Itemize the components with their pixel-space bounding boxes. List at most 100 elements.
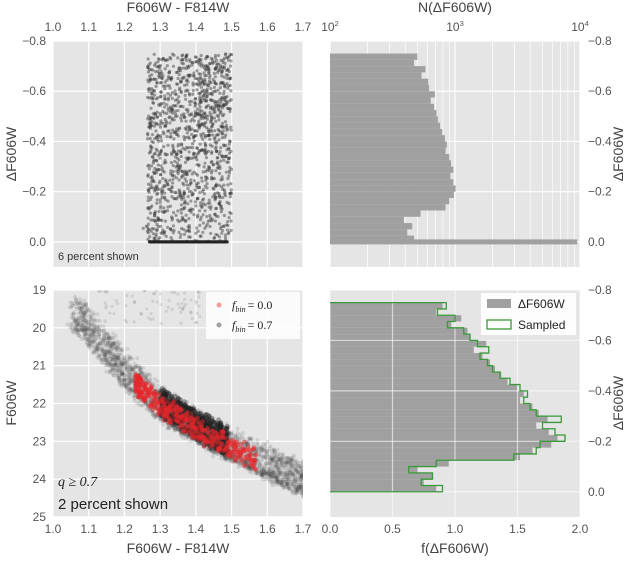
data-point-faint: [140, 313, 143, 316]
x-tick-label: 103: [446, 19, 464, 34]
data-point: [229, 84, 232, 87]
data-point: [164, 81, 167, 84]
data-point: [150, 204, 153, 207]
data-point: [210, 171, 213, 174]
data-point-fbin-0.7: [116, 363, 120, 367]
data-point-fbin-0.7: [105, 363, 109, 367]
data-point: [156, 198, 159, 201]
data-point: [209, 92, 212, 95]
data-point: [192, 135, 195, 138]
data-point-faint: [111, 305, 114, 308]
data-point-fbin-0.7: [276, 452, 280, 456]
data-point-fbin-0.7: [305, 489, 309, 493]
data-point: [148, 96, 151, 99]
data-point: [152, 117, 155, 120]
data-point: [192, 213, 195, 216]
data-point: [209, 119, 212, 122]
data-point: [218, 104, 221, 107]
data-point-fbin-0.7: [293, 459, 297, 463]
data-point-fbin-0.7: [295, 463, 299, 467]
data-point: [185, 171, 188, 174]
data-point: [228, 110, 231, 113]
data-point: [153, 112, 156, 115]
bar: [330, 173, 450, 179]
data-point-fbin-0.7: [80, 306, 84, 310]
data-point-fbin-0.7: [135, 356, 139, 360]
data-point-faint: [180, 302, 183, 305]
data-point-fbin-0.7: [255, 442, 259, 446]
data-point: [157, 163, 160, 166]
bar-spike: [330, 239, 577, 244]
data-point: [217, 192, 220, 195]
data-point: [221, 122, 224, 125]
data-point: [161, 177, 164, 180]
data-point: [201, 80, 204, 83]
data-point: [169, 78, 172, 81]
data-point: [204, 179, 207, 182]
data-point: [230, 192, 233, 195]
data-point: [190, 133, 193, 136]
data-point-fbin-0.7: [225, 426, 230, 431]
data-point: [162, 206, 165, 209]
data-point: [200, 97, 203, 100]
x-tick-label: 1.2: [116, 522, 133, 536]
data-point: [223, 214, 226, 217]
data-point: [210, 205, 213, 208]
data-point: [175, 197, 178, 200]
data-point: [148, 191, 151, 194]
data-point: [205, 64, 208, 67]
data-point: [229, 64, 232, 67]
data-point: [203, 162, 206, 165]
data-point: [226, 183, 229, 186]
data-point-fbin-0.7: [276, 448, 280, 452]
data-point-fbin-0.7: [307, 494, 311, 498]
x-axis-label: N(ΔF606W): [418, 0, 492, 15]
data-point: [214, 54, 217, 57]
data-point: [171, 181, 174, 184]
data-point: [227, 58, 230, 61]
data-point: [211, 134, 214, 137]
data-point-faint: [191, 317, 194, 320]
data-point: [164, 178, 167, 181]
data-point: [229, 89, 232, 92]
data-point-faint: [176, 303, 179, 306]
data-point: [177, 231, 180, 234]
data-point: [213, 192, 216, 195]
data-point-fbin-0.7: [78, 297, 82, 301]
data-point-fbin-0.7: [79, 311, 83, 315]
data-point: [195, 146, 198, 149]
data-point-fbin-0.7: [161, 423, 165, 427]
data-point: [151, 101, 154, 104]
data-point: [210, 81, 213, 84]
data-point: [214, 219, 217, 222]
data-point-fbin-0.7: [304, 491, 308, 495]
data-point: [180, 91, 183, 94]
data-point: [211, 163, 214, 166]
bar: [330, 217, 404, 223]
data-point: [162, 211, 165, 214]
x-tick-label: 1.6: [259, 20, 276, 34]
data-point-faint: [99, 290, 102, 293]
data-point: [179, 81, 182, 84]
data-point-fbin-0.7: [98, 319, 102, 323]
data-point-faint: [133, 320, 136, 323]
x-tick-label: 1.7: [295, 522, 312, 536]
data-point: [219, 160, 222, 163]
tick-exponent: 4: [585, 19, 589, 28]
data-point: [178, 66, 181, 69]
tick-base: 10: [571, 20, 585, 34]
data-point: [202, 221, 205, 224]
data-point: [227, 174, 230, 177]
data-point: [224, 155, 227, 158]
data-point-fbin-0.7: [305, 490, 309, 494]
data-point: [176, 98, 179, 101]
data-point: [204, 121, 207, 124]
x-axis-label: F606W - F814W: [127, 540, 230, 556]
data-point-fbin-0.7: [115, 348, 119, 352]
data-point: [176, 56, 179, 59]
data-point: [168, 121, 171, 124]
y-tick-label: 19: [33, 283, 47, 297]
data-point: [179, 149, 182, 152]
data-point: [218, 172, 221, 175]
data-point: [202, 170, 205, 173]
